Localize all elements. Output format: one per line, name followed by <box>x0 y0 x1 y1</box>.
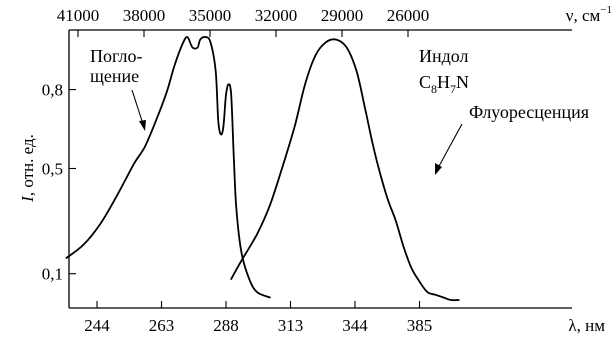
y-tick-label-0,1: 0,1 <box>42 265 63 284</box>
formula-c: C <box>419 72 431 92</box>
top-axis-label: ν, см−1 <box>566 4 612 25</box>
top-axis-label-text: ν, см <box>566 6 601 25</box>
top-tick-label-26000: 26000 <box>387 6 430 25</box>
formula-h: H <box>437 72 450 92</box>
series-absorption <box>65 36 271 299</box>
bottom-tick-label-244: 244 <box>84 316 110 335</box>
series-fluorescence <box>230 38 460 302</box>
top-axis-label-exponent: −1 <box>600 4 612 16</box>
y-axis-label: I, отн. ед. <box>18 134 37 203</box>
bottom-tick-label-344: 344 <box>342 316 368 335</box>
top-tick-label-29000: 29000 <box>321 6 364 25</box>
bottom-tick-label-385: 385 <box>407 316 433 335</box>
y-tick-label-0,8: 0,8 <box>42 81 63 100</box>
annotation-fluorescence-arrow <box>437 123 463 169</box>
bottom-axis-label: λ, нм <box>568 316 605 335</box>
top-tick-label-38000: 38000 <box>123 6 166 25</box>
y-axis-label-units: , отн. ед. <box>18 134 37 196</box>
annotation-absorption-arrowhead <box>139 120 146 131</box>
y-axis-label-symbol: I <box>18 195 37 203</box>
bottom-ticks: 244 263 288 313 344 385 <box>84 301 432 335</box>
bottom-tick-label-313: 313 <box>278 316 304 335</box>
bottom-tick-label-288: 288 <box>213 316 239 335</box>
y-ticks: 0,1 0,5 0,8 <box>42 81 76 284</box>
top-ticks: 41000 38000 35000 32000 29000 26000 <box>57 6 430 37</box>
annotation-fluorescence: Флуоресценция <box>469 102 589 122</box>
formula-n: N <box>456 72 469 92</box>
series-group <box>65 36 460 302</box>
top-tick-label-41000: 41000 <box>57 6 100 25</box>
annotation-absorption-line2: щение <box>90 66 139 86</box>
annotation-compound-formula: C8H7N <box>419 72 469 96</box>
top-tick-label-32000: 32000 <box>255 6 298 25</box>
formula-h-sub: 7 <box>450 82 456 96</box>
annotation-absorption-line1: Погло- <box>90 46 142 66</box>
bottom-tick-label-263: 263 <box>149 316 175 335</box>
annotation-compound-name: Индол <box>419 46 469 66</box>
annotation-fluorescence-arrowhead <box>435 163 442 175</box>
annotation-absorption-arrow <box>131 89 144 125</box>
y-tick-label-0,5: 0,5 <box>42 160 63 179</box>
formula-c-sub: 8 <box>431 82 437 96</box>
top-tick-label-35000: 35000 <box>189 6 232 25</box>
